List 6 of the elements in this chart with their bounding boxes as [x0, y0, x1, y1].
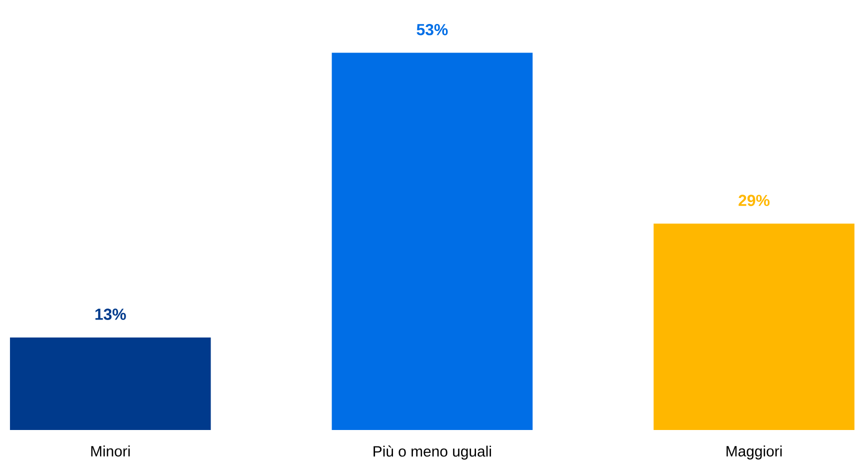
data-label: 53%	[416, 24, 448, 36]
x-tick-label: Più o meno uguali	[374, 446, 491, 460]
x-tick-label: Maggiori	[726, 446, 782, 460]
x-tick-label: Minori	[91, 446, 130, 456]
data-label: 13%	[95, 308, 126, 320]
data-label: 29%	[738, 194, 770, 206]
